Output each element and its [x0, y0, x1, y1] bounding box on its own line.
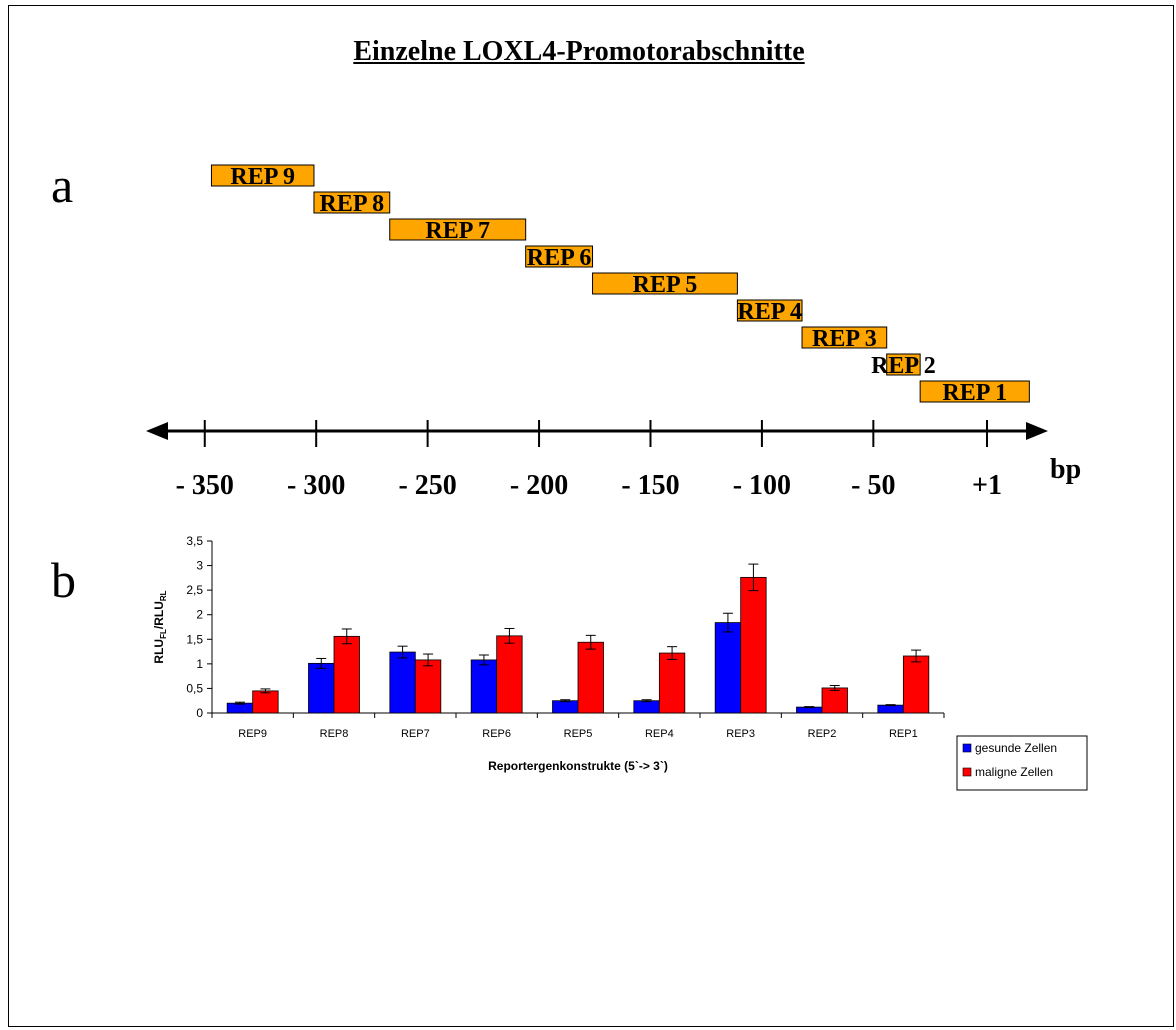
bp-tick-label: +1 [972, 470, 1002, 501]
x-category-label: REP4 [645, 728, 674, 740]
bp-tick-label: - 100 [733, 470, 791, 501]
bar-rep3-gesund [714, 622, 742, 714]
segment-label-rep-5: REP 5 [633, 272, 698, 298]
figure-frame: Einzelne LOXL4-Promotorabschnitte a b [8, 5, 1174, 1027]
segment-rep-6 [525, 245, 594, 268]
y-tick-label: 3,5 [186, 534, 203, 548]
y-tick-label: 1 [196, 657, 203, 671]
x-category-label: REP6 [482, 728, 511, 740]
segment-rep-8 [313, 191, 391, 214]
bp-tick-label: - 50 [851, 470, 895, 501]
segment-label-rep-4: REP 4 [737, 299, 802, 325]
bar-chart-bars [226, 563, 930, 714]
bar-rep5-maligne [577, 641, 604, 714]
bp-tick-label: - 150 [621, 470, 679, 501]
segment-label-rep-2: REP 2 [871, 353, 936, 379]
bp-unit-label: bp [1050, 454, 1081, 485]
segment-label-rep-1: REP 1 [942, 380, 1007, 406]
legend-box [956, 735, 1088, 791]
bp-tick-label: - 250 [398, 470, 456, 501]
x-category-label: REP9 [238, 728, 267, 740]
segment-rep-9 [210, 164, 315, 187]
panel-b-label: b [51, 552, 76, 608]
bp-axis-arrow-right [1026, 422, 1048, 440]
bar-rep7-maligne [414, 659, 442, 714]
bar-rep6-maligne [496, 635, 523, 714]
y-tick-label: 1,5 [186, 632, 203, 646]
x-axis-title: Reportergenkonstrukte (5`-> 3`) [488, 759, 668, 773]
bar-rep9-maligne [252, 690, 279, 714]
bp-tick-label: - 350 [176, 470, 234, 501]
legend-label: gesunde Zellen [975, 741, 1057, 755]
x-category-label: REP3 [726, 728, 755, 740]
bp-axis-arrow-left [146, 422, 168, 440]
segment-label-rep-3: REP 3 [812, 326, 877, 352]
page-title: Einzelne LOXL4-Promotorabschnitte [353, 36, 805, 67]
segment-rep-3 [801, 326, 888, 349]
chart-legend: gesunde Zellen maligne Zellen [956, 735, 1088, 791]
segment-label-rep-7: REP 7 [425, 218, 490, 244]
segment-rep-5 [592, 272, 738, 295]
bar-rep8-gesund [308, 662, 335, 714]
y-tick-label: 2 [196, 608, 203, 622]
legend-label: maligne Zellen [975, 765, 1053, 779]
segment-rep-2 [886, 353, 921, 376]
x-category-label: REP8 [320, 728, 349, 740]
y-tick-label: 0 [196, 706, 203, 720]
bar-chart-labels: 0 0,5 1 1,5 2 2,5 3 3,5 REP9 REP8 REP7 REP6 REP5 REP4… [152, 534, 918, 773]
bar-rep8-maligne [333, 635, 360, 714]
bar-rep3-maligne [740, 576, 767, 714]
bar-rep1-gesund [877, 704, 904, 714]
segment-rep-7 [389, 218, 527, 241]
y-tick-label: 2,5 [186, 583, 203, 597]
legend-swatch [962, 743, 972, 753]
bar-rep5-gesund [552, 700, 579, 714]
y-axis-title: RLUFL/RLURL [152, 590, 168, 663]
bp-tick-label: - 200 [510, 470, 568, 501]
x-category-label: REP2 [808, 728, 837, 740]
bar-rep1-maligne [902, 655, 930, 714]
bp-tick-labels: - 350 - 300 - 250 - 200 - 150 - 100 - 50 +1 bp [176, 454, 1082, 501]
segment-label-rep-9: REP 9 [230, 164, 295, 190]
bar-rep7-gesund [389, 651, 416, 714]
bp-axis [146, 420, 1048, 447]
bar-rep4-gesund [633, 700, 660, 714]
segment-label-rep-8: REP 8 [320, 191, 385, 217]
bar-rep4-maligne [658, 652, 686, 714]
segment-rep-4 [736, 299, 803, 322]
segment-label-rep-6: REP 6 [527, 245, 592, 271]
segment-rep-1 [919, 380, 1030, 403]
y-tick-label: 0,5 [186, 681, 203, 695]
panel-a-label: a [51, 157, 74, 213]
bar-rep2-maligne [821, 687, 848, 714]
x-category-label: REP1 [889, 728, 918, 740]
x-category-label: REP7 [401, 728, 430, 740]
legend-swatch [962, 767, 972, 777]
bar-rep6-gesund [470, 659, 498, 714]
x-category-label: REP5 [564, 728, 593, 740]
bp-tick-label: - 300 [287, 470, 345, 501]
y-tick-label: 3 [196, 559, 203, 573]
